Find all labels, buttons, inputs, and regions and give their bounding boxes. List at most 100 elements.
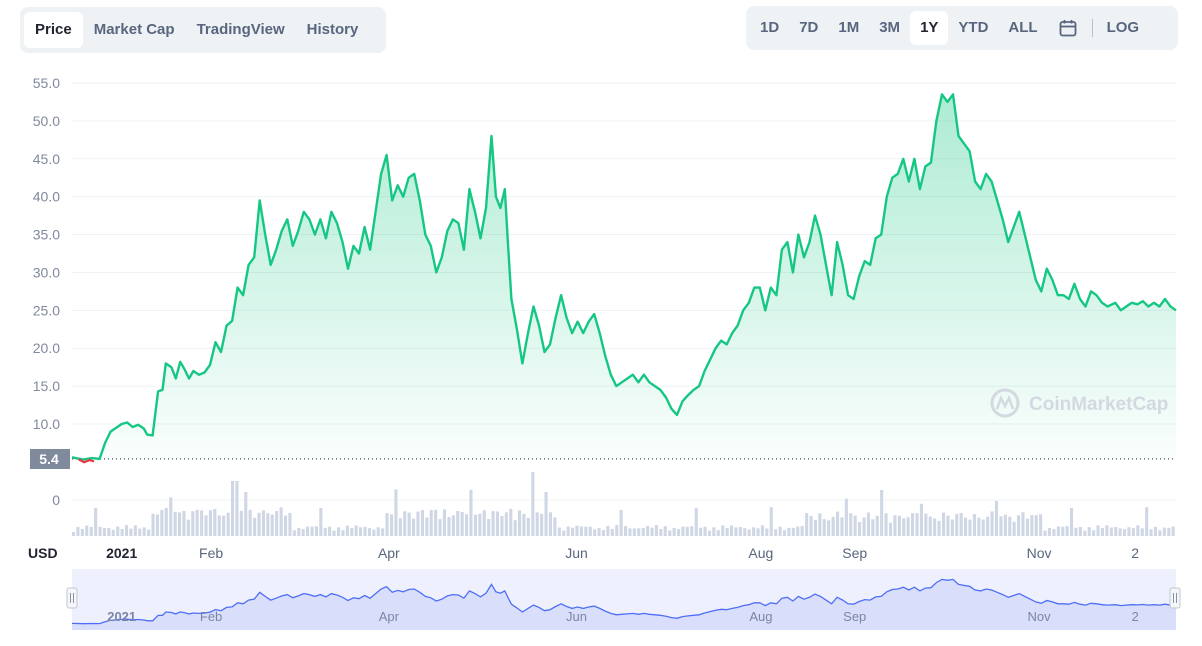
volume-bar	[858, 522, 862, 536]
volume-bar	[204, 515, 208, 536]
volume-bar	[571, 527, 575, 536]
volume-bar	[116, 526, 120, 536]
volume-bar	[809, 515, 813, 536]
volume-bar	[398, 518, 402, 536]
volume-bar	[438, 519, 442, 536]
volume-bar	[990, 511, 994, 536]
navigator-tick-label: Feb	[200, 609, 222, 624]
volume-bar	[310, 526, 314, 536]
volume-bar	[681, 526, 685, 536]
volume-bar	[504, 512, 508, 536]
volume-bar	[1171, 526, 1175, 536]
volume-bar	[579, 526, 583, 536]
volume-bar	[606, 525, 610, 536]
volume-bar	[1008, 516, 1012, 536]
volume-bar	[337, 527, 341, 536]
volume-bar	[1145, 507, 1149, 536]
volume-bar	[844, 498, 848, 536]
volume-bar	[328, 526, 332, 536]
volume-bar	[301, 529, 305, 536]
volume-bar	[107, 528, 111, 536]
navigator-line	[71, 578, 1177, 625]
volume-bar	[738, 527, 742, 536]
range-3m[interactable]: 3M	[879, 19, 901, 36]
volume-bar	[80, 529, 84, 536]
log-toggle[interactable]: LOG	[1106, 19, 1140, 36]
volume-bar	[372, 529, 376, 536]
volume-bar	[526, 517, 530, 536]
volume-bar	[615, 525, 619, 536]
volume-bar	[111, 529, 115, 536]
volume-bar	[778, 526, 782, 536]
volume-bar	[133, 525, 137, 536]
volume-bar	[928, 516, 932, 536]
volume-bar	[151, 513, 155, 536]
y-tick-label: 50.0	[33, 113, 60, 129]
tab-price[interactable]: Price	[24, 12, 83, 48]
volume-bar	[672, 528, 676, 536]
tab-history[interactable]: History	[306, 21, 359, 38]
range-1y[interactable]: 1Y	[910, 11, 949, 45]
range-ytd[interactable]: YTD	[958, 19, 989, 36]
x-axis: 2021 Feb Apr Jun Aug Sep Nov 2	[106, 545, 1139, 561]
volume-bar	[937, 520, 941, 536]
volume-bar	[875, 515, 879, 536]
range-1m[interactable]: 1M	[838, 19, 860, 36]
volume-bar	[191, 511, 195, 536]
volume-bar	[553, 517, 557, 536]
volume-bar	[805, 513, 809, 536]
range-7d[interactable]: 7D	[799, 19, 819, 36]
volume-bar	[125, 525, 129, 536]
volume-bar	[89, 527, 93, 536]
volume-bar	[902, 518, 906, 536]
volume-bar	[478, 513, 482, 536]
volume-bar	[253, 517, 257, 536]
volume-bar	[699, 527, 703, 536]
navigator-tick-label: Nov	[1028, 609, 1052, 624]
current-price-label: 5.4	[39, 451, 59, 467]
range-1d[interactable]: 1D	[760, 19, 780, 36]
volume-bar	[164, 508, 168, 536]
volume-bar	[451, 515, 455, 536]
range-selector: 1D 7D 1M 3M 1Y YTD ALL LOG	[746, 6, 1178, 50]
tab-market-cap[interactable]: Market Cap	[93, 21, 175, 38]
navigator-left-handle[interactable]	[66, 587, 78, 609]
volume-bar	[1017, 515, 1021, 536]
navigator-x-axis: 2021 Feb Apr Jun Aug Sep Nov 2	[107, 609, 1139, 624]
volume-bar	[390, 514, 394, 536]
volume-bar	[955, 514, 959, 536]
volume-bar	[575, 525, 579, 536]
volume-bar	[813, 519, 817, 536]
volume-bar	[769, 507, 773, 536]
volume-bar	[1012, 521, 1016, 536]
volume-bar	[584, 526, 588, 536]
volume-bar	[836, 511, 840, 536]
y-tick-label: 40.0	[33, 189, 60, 205]
volume-bar	[712, 527, 716, 536]
volume-bars	[72, 472, 1175, 536]
volume-bar	[610, 529, 614, 536]
volume-bar	[465, 514, 469, 536]
volume-bar	[1083, 530, 1087, 536]
volume-bar	[367, 528, 371, 536]
volume-bar	[730, 525, 734, 536]
navigator-right-handle[interactable]	[1169, 587, 1181, 609]
volume-bar	[1153, 526, 1157, 536]
volume-bar	[743, 528, 747, 536]
range-all[interactable]: ALL	[1008, 19, 1038, 36]
volume-bar	[964, 517, 968, 536]
volume-bar	[1109, 527, 1113, 536]
volume-bar	[632, 528, 636, 536]
navigator[interactable]: 2021 Feb Apr Jun Aug Sep Nov 2	[66, 569, 1181, 630]
price-line	[71, 93, 1177, 461]
calendar-icon[interactable]	[1048, 11, 1088, 45]
volume-bar	[1167, 527, 1171, 536]
volume-bar	[853, 515, 857, 536]
volume-bar	[588, 526, 592, 536]
volume-bar	[849, 513, 853, 536]
volume-bar	[1123, 529, 1127, 536]
x-tick-label: 2021	[106, 545, 137, 561]
tab-tradingview[interactable]: TradingView	[196, 21, 285, 38]
volume-bar	[425, 517, 429, 536]
